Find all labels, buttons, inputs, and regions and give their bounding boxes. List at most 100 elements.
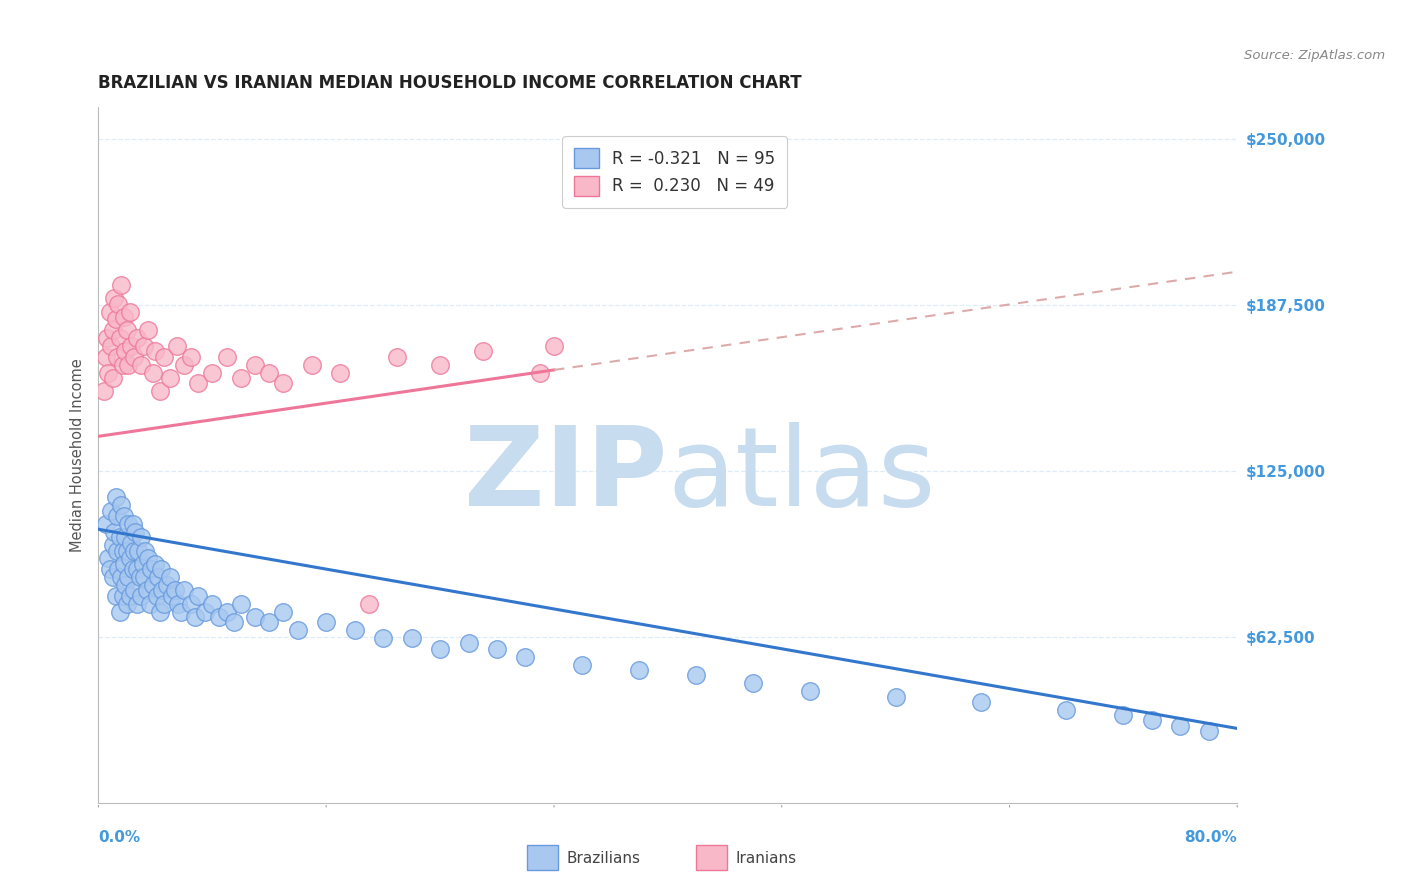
- Point: [329, 366, 352, 380]
- Point: [139, 562, 162, 576]
- Point: [159, 570, 181, 584]
- Point: [93, 384, 115, 399]
- Point: [884, 690, 907, 704]
- Point: [229, 597, 252, 611]
- Point: [101, 570, 124, 584]
- Point: [166, 339, 188, 353]
- Point: [273, 605, 295, 619]
- Point: [170, 605, 193, 619]
- Point: [105, 350, 128, 364]
- Point: [105, 543, 128, 558]
- Point: [121, 562, 143, 576]
- Point: [115, 323, 138, 337]
- Text: 80.0%: 80.0%: [1184, 830, 1237, 845]
- Text: ZIP: ZIP: [464, 422, 668, 529]
- Point: [167, 597, 190, 611]
- Point: [1198, 724, 1220, 739]
- Point: [201, 597, 224, 611]
- Point: [110, 499, 132, 513]
- Point: [134, 543, 156, 558]
- Point: [128, 570, 150, 584]
- Point: [98, 304, 121, 318]
- Point: [373, 631, 395, 645]
- Point: [129, 589, 152, 603]
- Point: [162, 589, 184, 603]
- Point: [457, 636, 479, 650]
- Point: [149, 605, 172, 619]
- Point: [180, 597, 202, 611]
- Point: [153, 597, 176, 611]
- Point: [357, 597, 380, 611]
- Point: [94, 350, 117, 364]
- Point: [136, 323, 159, 337]
- Point: [273, 376, 295, 391]
- Point: [94, 516, 117, 531]
- Point: [131, 557, 153, 571]
- Point: [120, 535, 142, 549]
- Point: [287, 623, 309, 637]
- Point: [215, 605, 238, 619]
- Point: [125, 597, 148, 611]
- Point: [125, 562, 148, 576]
- Point: [111, 589, 134, 603]
- Point: [1140, 714, 1163, 728]
- Point: [222, 615, 245, 630]
- Legend: R = -0.321   N = 95, R =  0.230   N = 49: R = -0.321 N = 95, R = 0.230 N = 49: [562, 136, 787, 208]
- Text: 0.0%: 0.0%: [98, 830, 141, 845]
- Point: [201, 366, 224, 380]
- Point: [180, 350, 202, 364]
- Point: [105, 508, 128, 523]
- Point: [118, 551, 141, 566]
- Point: [429, 358, 451, 372]
- Point: [571, 657, 593, 672]
- Point: [122, 583, 145, 598]
- Text: atlas: atlas: [668, 422, 936, 529]
- Point: [117, 570, 139, 584]
- Point: [111, 358, 134, 372]
- Y-axis label: Median Household Income: Median Household Income: [70, 358, 86, 552]
- Point: [401, 631, 423, 645]
- Point: [125, 331, 148, 345]
- Point: [243, 610, 266, 624]
- Point: [96, 331, 118, 345]
- Point: [114, 530, 136, 544]
- Point: [101, 538, 124, 552]
- Point: [108, 530, 131, 544]
- Text: BRAZILIAN VS IRANIAN MEDIAN HOUSEHOLD INCOME CORRELATION CHART: BRAZILIAN VS IRANIAN MEDIAN HOUSEHOLD IN…: [98, 74, 801, 92]
- Point: [108, 605, 131, 619]
- Point: [194, 605, 217, 619]
- Point: [135, 583, 157, 598]
- Text: Source: ZipAtlas.com: Source: ZipAtlas.com: [1244, 49, 1385, 62]
- Point: [110, 277, 132, 292]
- Point: [124, 524, 146, 539]
- Point: [1170, 719, 1192, 733]
- Point: [110, 570, 132, 584]
- Point: [115, 597, 138, 611]
- Point: [122, 543, 145, 558]
- Point: [165, 583, 187, 598]
- Point: [98, 562, 121, 576]
- Point: [187, 589, 209, 603]
- Point: [970, 695, 993, 709]
- Point: [132, 570, 155, 584]
- Point: [115, 543, 138, 558]
- Point: [103, 291, 125, 305]
- Point: [104, 589, 127, 603]
- Point: [138, 597, 160, 611]
- Point: [141, 578, 163, 592]
- Point: [112, 508, 135, 523]
- Point: [121, 516, 143, 531]
- Point: [515, 649, 537, 664]
- Point: [100, 339, 122, 353]
- Point: [122, 350, 145, 364]
- Point: [215, 350, 238, 364]
- Point: [208, 610, 231, 624]
- Point: [343, 623, 366, 637]
- Point: [118, 304, 141, 318]
- Point: [112, 310, 135, 324]
- Point: [685, 668, 707, 682]
- Point: [104, 312, 127, 326]
- Point: [429, 641, 451, 656]
- Point: [117, 516, 139, 531]
- Point: [111, 543, 134, 558]
